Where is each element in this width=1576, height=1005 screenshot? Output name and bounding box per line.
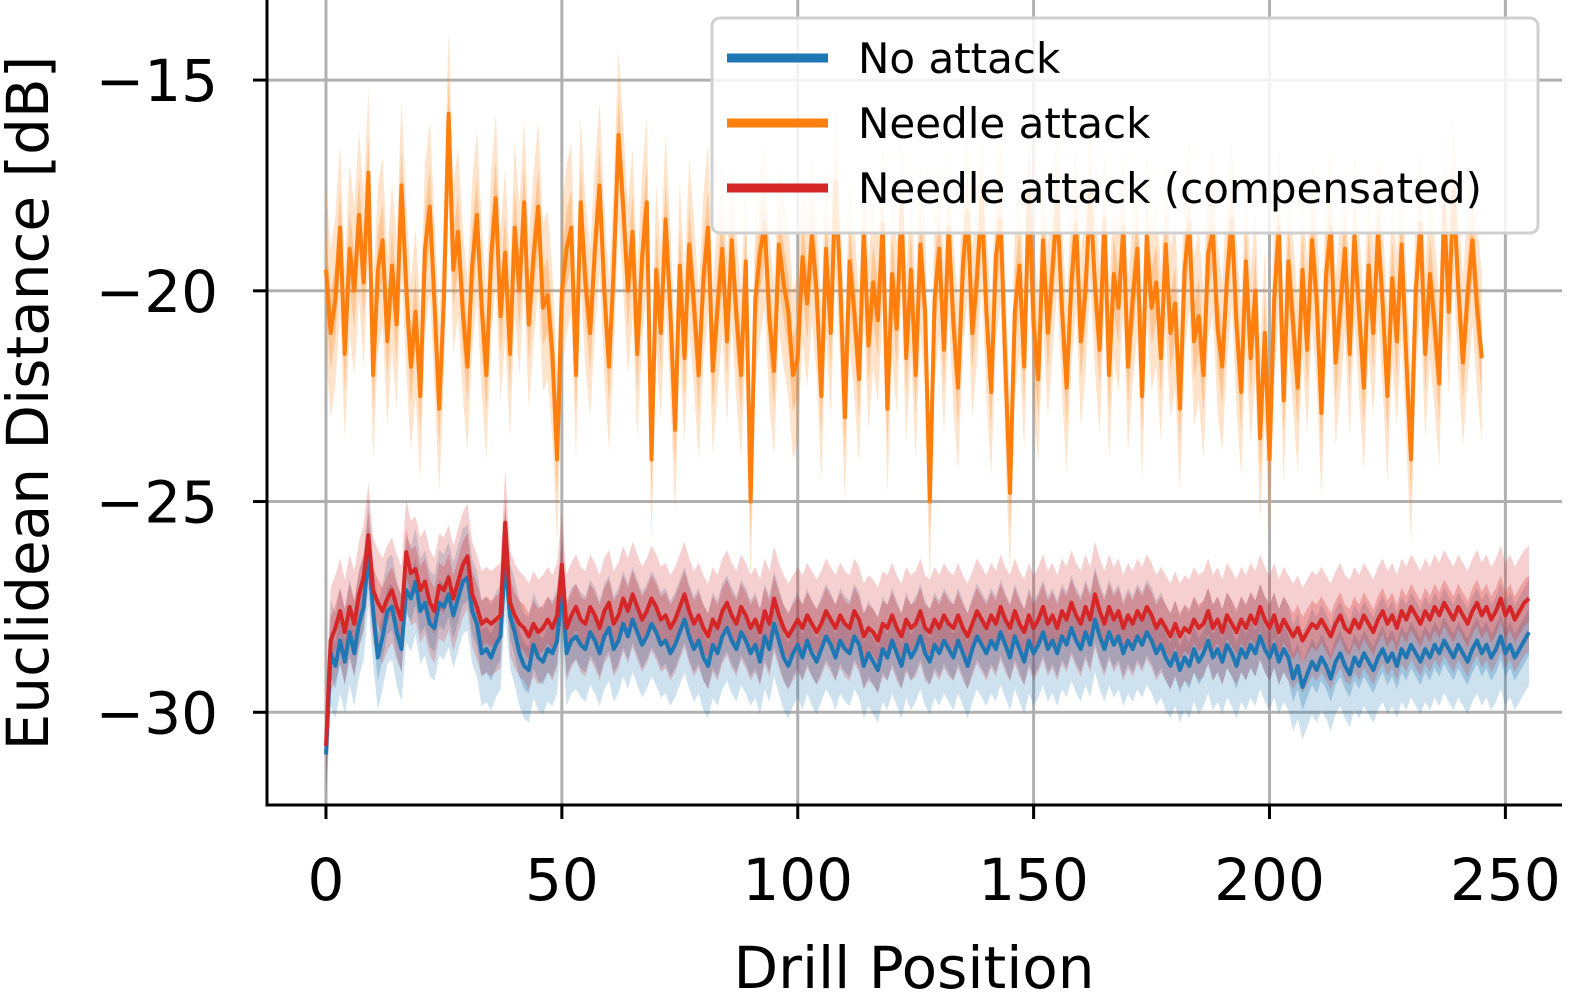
x-tick-label: 250 (1450, 846, 1561, 914)
y-tick-label: −20 (96, 258, 218, 326)
y-axis-label: Euclidean Distance [dB] (0, 56, 62, 751)
confidence-band-needle-attack-compensated (326, 499, 1529, 770)
confidence-band-needle-attack-compensated (326, 469, 1529, 799)
x-tick-label: 0 (308, 846, 345, 914)
legend-frame (710, 16, 1540, 235)
x-axis-label: Drill Position (733, 934, 1094, 1002)
legend: No attack Needle attack Needle attack (c… (710, 16, 1540, 235)
x-tick-label: 100 (742, 846, 853, 914)
confidence-band-no-attack (326, 499, 1529, 805)
confidence-band-no-attack (326, 528, 1529, 778)
x-tick-label: 150 (978, 846, 1089, 914)
legend-label-needle-attack-compensated: Needle attack (compensated) (858, 164, 1482, 213)
series-line-no-attack (324, 550, 1531, 755)
y-tick-label: −30 (96, 679, 218, 747)
legend-label-no-attack: No attack (858, 34, 1061, 83)
series-line-needle-attack (324, 111, 1484, 504)
x-tick-label: 200 (1214, 846, 1325, 914)
series-line-needle-attack-compensated (324, 520, 1531, 747)
y-tick-label: −15 (96, 47, 218, 115)
axes (265, 0, 1562, 807)
series-lines (324, 111, 1531, 755)
legend-label-needle-attack: Needle attack (858, 99, 1151, 148)
y-tick-label: −25 (96, 469, 218, 537)
ticks: 0 50 100 150 200 250 −30 −25 −20 −15 (96, 47, 1561, 914)
x-tick-label: 50 (525, 846, 599, 914)
